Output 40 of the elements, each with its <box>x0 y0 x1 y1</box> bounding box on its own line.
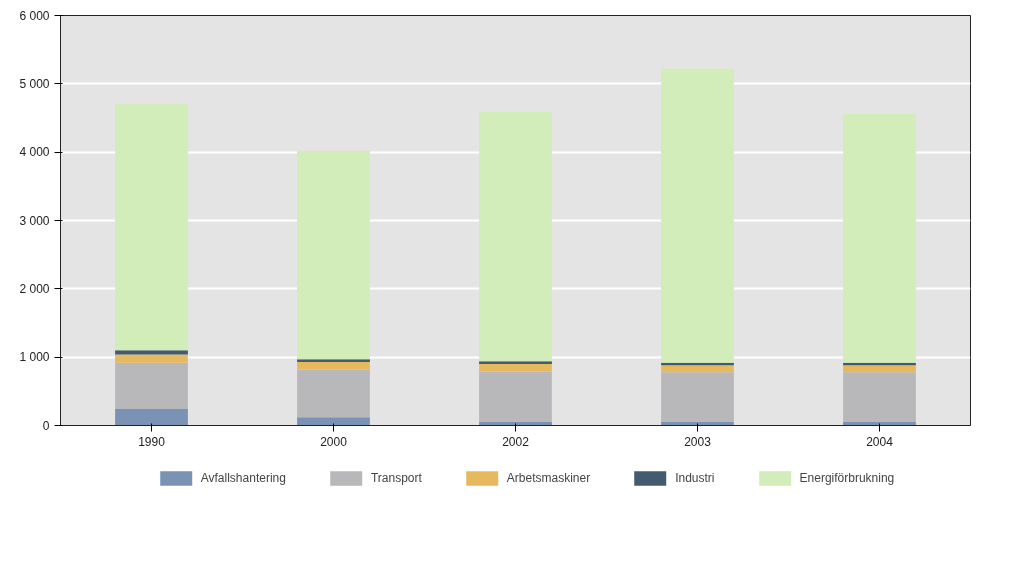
bar <box>479 421 552 426</box>
legend-label: Transport <box>370 471 422 485</box>
bar <box>297 417 370 426</box>
y-tick-label: 0 <box>42 418 50 433</box>
bar <box>297 369 370 418</box>
bar <box>843 113 916 363</box>
bar <box>661 365 734 373</box>
bar <box>479 371 552 422</box>
y-tick-label: 3 000 <box>19 213 50 228</box>
y-tick-label: 4 000 <box>19 145 50 160</box>
bar <box>115 409 188 426</box>
bar <box>661 68 734 363</box>
x-tick-label: 2003 <box>684 434 712 449</box>
bar <box>843 421 916 426</box>
legend-label: Arbetsmaskiner <box>506 471 591 485</box>
legend-label: Industri <box>675 471 715 485</box>
legend-label: Energiförbrukning <box>799 471 895 485</box>
bar <box>661 421 734 426</box>
bar <box>115 362 188 410</box>
x-tick-label: 2004 <box>866 434 894 449</box>
bar <box>297 150 370 360</box>
bar <box>297 361 370 370</box>
x-tick-label: 2002 <box>502 434 530 449</box>
y-tick-label: 5 000 <box>19 76 50 91</box>
bar <box>115 103 188 351</box>
x-tick-label: 2000 <box>320 434 348 449</box>
bar <box>843 365 916 373</box>
x-tick-label: 1990 <box>138 434 166 449</box>
y-tick-label: 6 000 <box>19 8 50 23</box>
bar <box>479 111 552 362</box>
y-tick-label: 2 000 <box>19 281 50 296</box>
bar <box>479 361 552 364</box>
bar <box>297 359 370 362</box>
bar <box>661 372 734 422</box>
bar <box>843 372 916 422</box>
y-tick-label: 1 000 <box>19 350 50 365</box>
bar <box>115 350 188 355</box>
legend-label: Avfallshantering <box>200 471 286 485</box>
bar <box>479 364 552 372</box>
bar <box>115 354 188 363</box>
